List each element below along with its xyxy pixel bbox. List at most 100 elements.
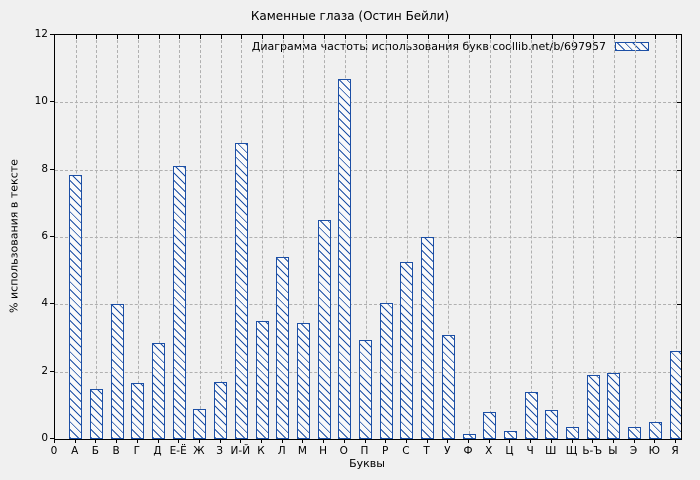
bar-Д <box>152 343 165 439</box>
bar-Ж <box>193 408 207 439</box>
v-gridline <box>676 35 677 439</box>
x-tick-label: Ю <box>648 445 660 457</box>
v-gridline <box>613 35 615 439</box>
x-axis-mirror-tick <box>282 35 284 39</box>
bar-З <box>214 381 228 439</box>
x-tick-label: Я <box>671 445 679 457</box>
bar-Т <box>421 237 435 439</box>
y-tick-label: 12 <box>34 28 48 40</box>
legend-key-swatch <box>615 42 649 51</box>
bar-О <box>338 78 352 439</box>
h-gridline <box>55 304 681 306</box>
bar-П <box>359 339 372 439</box>
x-axis-mirror-tick <box>427 35 429 39</box>
bar-Х <box>483 412 497 439</box>
bar-Ф <box>462 433 476 439</box>
x-axis-tick <box>385 439 387 443</box>
x-axis-tick <box>74 439 76 443</box>
x-axis-mirror-tick <box>551 35 553 39</box>
x-tick-label: Х <box>485 445 493 457</box>
x-axis-tick <box>633 439 635 443</box>
x-axis-tick <box>447 439 449 443</box>
x-tick-label: Ш <box>545 445 557 457</box>
bar-М <box>296 322 310 439</box>
x-tick-label: С <box>402 445 410 457</box>
x-axis-tick <box>95 439 97 443</box>
bar-Ш <box>545 410 559 439</box>
x-tick-label: О <box>339 445 348 457</box>
v-gridline <box>365 35 367 439</box>
bar-К <box>255 321 269 439</box>
x-axis-tick <box>405 439 407 443</box>
h-gridline <box>55 237 681 238</box>
bar-Ч <box>524 391 538 439</box>
bar-Б <box>89 388 103 439</box>
bar-Е-Ё <box>172 166 186 439</box>
bar-И-Й <box>234 142 248 439</box>
v-gridline <box>303 35 305 439</box>
x-axis-tick <box>178 439 180 443</box>
x-tick-label: А <box>71 445 79 457</box>
bar-В <box>110 304 124 439</box>
x-axis-mirror-tick <box>303 35 305 39</box>
x-axis-mirror-tick <box>469 35 470 39</box>
x-tick-label: И-Й <box>230 445 251 457</box>
plot-area: Диаграмма частоты использования букв coo… <box>54 34 682 440</box>
x-axis-mirror-tick <box>510 35 512 39</box>
bar-Ь-Ъ <box>586 375 600 439</box>
bar-Ы <box>607 373 621 439</box>
x-tick-label: К <box>257 445 265 457</box>
v-gridline <box>551 35 553 439</box>
x-tick-label: П <box>360 445 369 457</box>
v-gridline <box>593 35 595 439</box>
x-tick-label: У <box>444 445 451 457</box>
x-axis-mirror-tick <box>448 35 450 39</box>
v-gridline <box>469 35 470 439</box>
x-axis-tick <box>654 439 656 443</box>
x-tick-label: Ж <box>193 445 205 457</box>
x-axis-tick <box>675 439 676 443</box>
x-axis-tick <box>530 439 532 443</box>
x-tick-label: З <box>216 445 223 457</box>
x-axis-tick <box>198 439 200 443</box>
y-axis-mirror-tick <box>677 102 681 104</box>
chart-title: Каменные глаза (Остин Бейли) <box>250 9 450 23</box>
v-gridline <box>531 35 533 439</box>
x-tick-label: Б <box>91 445 99 457</box>
x-tick-label: Ч <box>526 445 534 457</box>
x-axis-tick <box>323 439 325 443</box>
v-gridline <box>489 35 491 439</box>
x-origin-label: 0 <box>50 445 58 457</box>
x-axis-tick <box>571 439 573 443</box>
bar-Э <box>628 427 642 439</box>
x-axis-mirror-tick <box>344 35 346 39</box>
x-axis-tick <box>488 439 490 443</box>
y-tick-label: 0 <box>41 432 48 444</box>
x-tick-label: Г <box>133 445 140 457</box>
x-tick-label: Р <box>382 445 389 457</box>
v-gridline <box>262 35 263 439</box>
v-gridline <box>199 35 201 439</box>
y-axis-mirror-tick <box>677 304 681 306</box>
legend-label: Диаграмма частоты использования букв coo… <box>251 40 606 53</box>
x-axis-mirror-tick <box>634 35 636 39</box>
x-axis-tick <box>240 439 242 443</box>
x-axis-mirror-tick <box>406 35 408 39</box>
y-axis-tick <box>50 168 54 170</box>
x-axis-tick <box>426 439 428 443</box>
h-gridline <box>55 102 681 104</box>
x-tick-label: Л <box>277 445 286 457</box>
x-axis-tick <box>136 439 138 443</box>
x-axis-mirror-tick <box>137 35 139 39</box>
x-axis-mirror-tick <box>220 35 222 39</box>
bar-Щ <box>566 427 579 439</box>
bar-С <box>400 262 414 439</box>
x-axis-mirror-tick <box>489 35 491 39</box>
bar-Г <box>131 383 145 439</box>
x-axis-mirror-tick <box>593 35 595 39</box>
y-axis-tick <box>50 370 54 372</box>
x-tick-label: М <box>297 445 307 457</box>
v-gridline <box>96 35 98 439</box>
y-tick-label: 6 <box>41 230 48 242</box>
x-axis-tick <box>302 439 304 443</box>
